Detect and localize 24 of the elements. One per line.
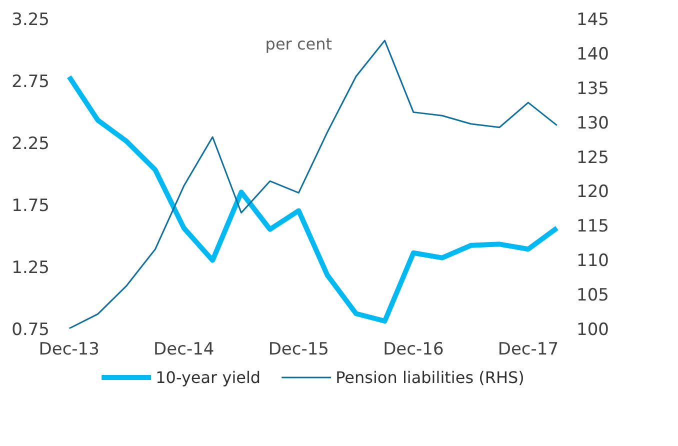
y-tick-label: 0.75 <box>12 320 50 340</box>
x-tick-label: Dec-15 <box>268 340 329 360</box>
y2-tick-label: 115 <box>576 216 609 237</box>
y-tick-label: 3.25 <box>12 10 50 30</box>
y2-tick-label: 140 <box>576 44 609 64</box>
x-tick-label: Dec-16 <box>383 340 444 360</box>
y2-tick-label: 120 <box>576 182 609 202</box>
x-tick-label: Dec-17 <box>498 340 559 360</box>
y2-tick-label: 100 <box>576 320 609 340</box>
x-tick-label: Dec-13 <box>38 340 100 360</box>
y-tick-label: 2.75 <box>12 72 50 92</box>
y-tick-label: 1.25 <box>12 258 50 278</box>
legend-label: 10-year yield <box>156 368 261 386</box>
y2-tick-label: 135 <box>576 78 609 99</box>
x-tick-label: Dec-14 <box>154 340 214 360</box>
y2-tick-label: 110 <box>576 251 609 272</box>
y2-tick-label: 145 <box>576 10 609 30</box>
annotation: per cent <box>265 34 332 54</box>
y-tick-label: 2.25 <box>12 134 50 154</box>
legend-label: Pension liabilities (RHS) <box>336 368 524 386</box>
y2-tick-label: 125 <box>576 148 609 168</box>
y2-tick-label: 130 <box>576 113 609 134</box>
y2-tick-label: 105 <box>576 286 609 306</box>
y-tick-label: 1.75 <box>12 196 50 216</box>
